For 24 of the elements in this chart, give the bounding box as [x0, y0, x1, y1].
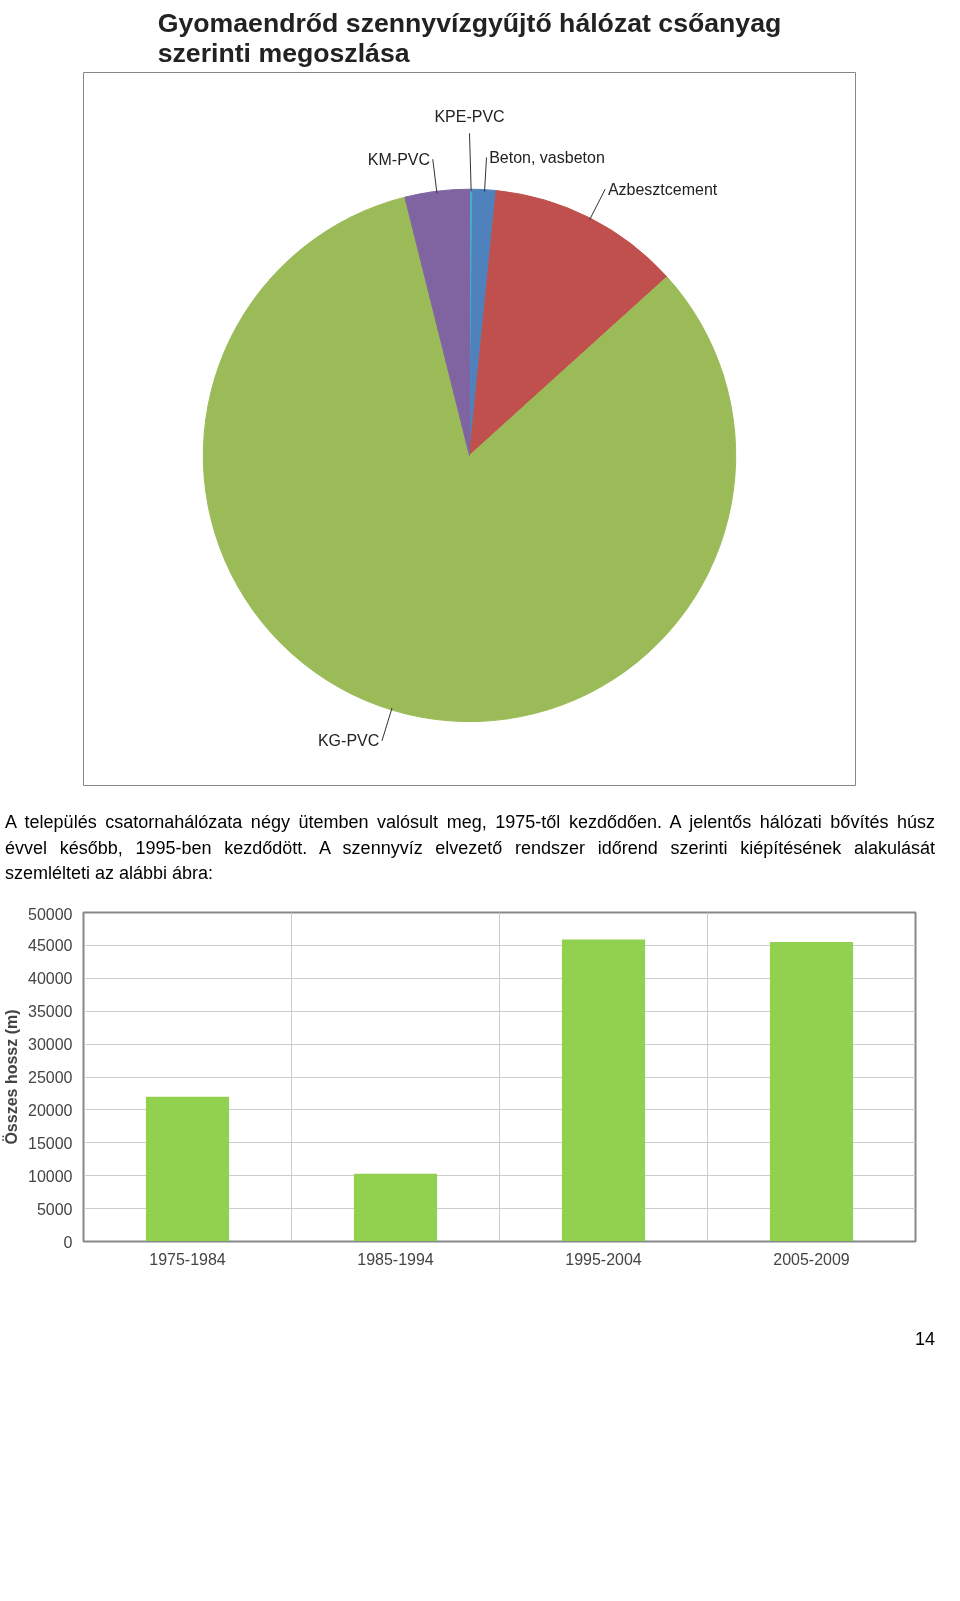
x-tick-label: 2005-2009	[773, 1250, 850, 1268]
y-tick-label: 10000	[28, 1167, 73, 1185]
y-tick-label: 20000	[28, 1102, 73, 1120]
y-tick-label: 25000	[28, 1069, 73, 1087]
y-tick-label: 0	[63, 1233, 73, 1251]
y-tick-label: 30000	[28, 1036, 73, 1054]
chart-title: Gyomaendrőd szennyvízgyűjtő hálózat csőanyag szerinti megoszlása	[157, 7, 782, 68]
y-tick-label: 40000	[28, 970, 73, 988]
y-tick-label: 35000	[28, 1003, 73, 1021]
slice-label: Beton, vasbeton	[489, 148, 605, 166]
slice-label: KG-PVC	[317, 732, 380, 750]
y-tick-label: 50000	[28, 905, 73, 923]
x-tick-label: 1975-1984	[149, 1250, 226, 1268]
y-tick-label: 45000	[28, 937, 73, 955]
slice-label: Azbesztcement	[607, 180, 718, 198]
x-tick-label: 1985-1994	[357, 1250, 434, 1268]
y-axis-title: Összes hossz (m)	[2, 1009, 21, 1145]
y-tick-label: 5000	[36, 1200, 73, 1218]
text: 14	[914, 1328, 935, 1352]
slice-label: KPE-PVC	[434, 108, 505, 126]
slice-label: KM-PVC	[367, 150, 431, 168]
x-tick-label: 1995-2004	[565, 1250, 642, 1268]
text: A település csatornahálózata négy ütemben valósult meg, 1975-től kezdődően. A jelentős hálózati bővítés húsz évvel később, 1995-ben kezdődött. A szennyvíz elvezető rendszer időrend szerinti kiépítésének alakulását szemlélteti az alábbi ábra:	[5, 811, 935, 886]
y-tick-label: 15000	[28, 1134, 73, 1152]
